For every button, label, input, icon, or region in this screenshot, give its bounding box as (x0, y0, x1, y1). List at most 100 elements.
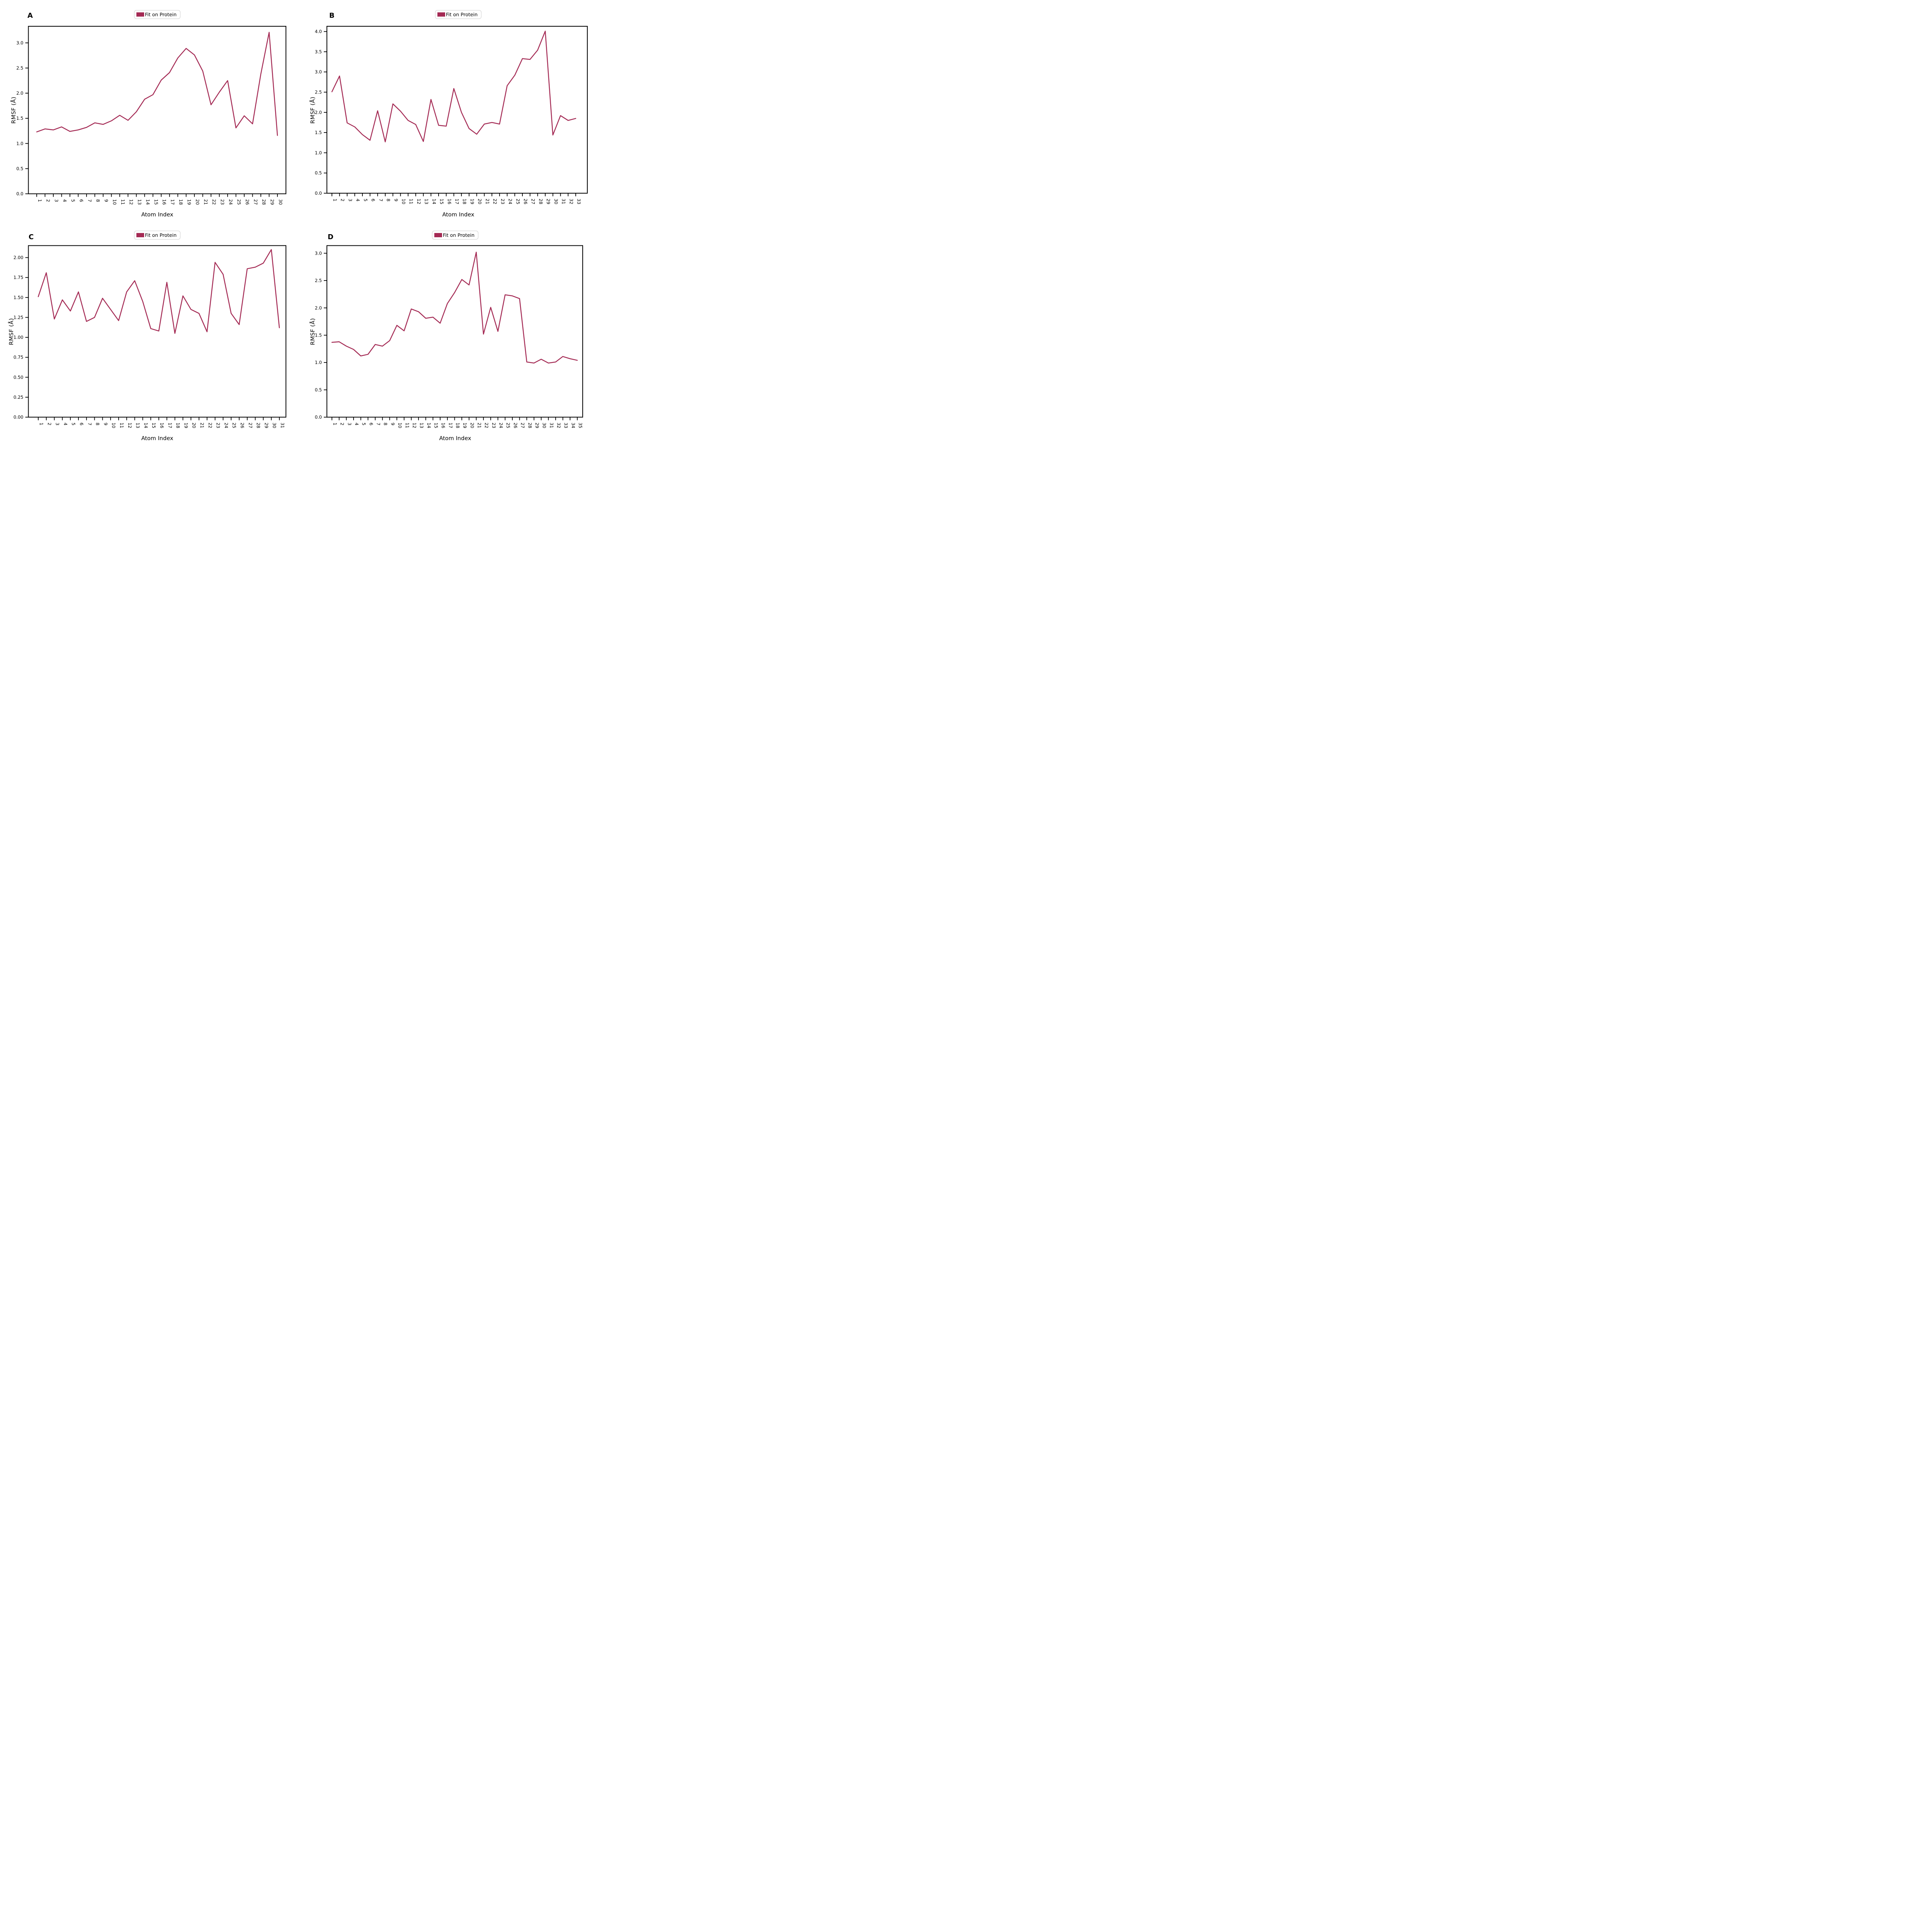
svg-text:12: 12 (416, 199, 422, 204)
svg-text:2.0: 2.0 (315, 110, 322, 115)
svg-text:1.0: 1.0 (16, 141, 23, 146)
svg-text:2: 2 (47, 423, 52, 425)
svg-text:9: 9 (104, 199, 109, 202)
svg-text:2.5: 2.5 (16, 65, 23, 71)
svg-text:3: 3 (54, 199, 59, 202)
svg-text:11: 11 (120, 199, 126, 205)
svg-text:2.5: 2.5 (315, 89, 322, 95)
legend-swatch-icon (136, 233, 144, 237)
svg-text:7: 7 (87, 423, 92, 425)
svg-text:9: 9 (390, 423, 395, 425)
svg-text:22: 22 (207, 423, 213, 429)
svg-text:1.0: 1.0 (315, 150, 322, 155)
line-chart-c: 0.000.250.500.751.001.251.501.752.001 2 3 4… (14, 245, 286, 429)
svg-text:3.5: 3.5 (315, 49, 322, 54)
svg-text:1.0: 1.0 (315, 360, 322, 365)
svg-text:27: 27 (253, 199, 259, 205)
panel-c: 0.00 0.25 0.50 0.75 1.00 1.25 1.50 1.75 2.00 1 2 3 4… (0, 228, 304, 457)
legend-a: Fit on Protein (134, 10, 180, 19)
svg-text:12: 12 (412, 423, 417, 429)
svg-text:17: 17 (167, 423, 173, 429)
svg-text:25: 25 (515, 199, 520, 204)
legend-label-d: Fit on Protein (443, 232, 474, 238)
y-axis-label-a: RMSF (Å) (11, 97, 17, 124)
svg-text:25: 25 (236, 199, 242, 205)
x-axis-label-d: Atom Index (439, 435, 471, 442)
svg-text:0.50: 0.50 (14, 374, 24, 380)
svg-text:16: 16 (162, 199, 167, 205)
svg-text:11: 11 (119, 423, 124, 429)
svg-text:7: 7 (87, 199, 92, 202)
svg-text:11: 11 (405, 423, 410, 429)
svg-text:13: 13 (419, 423, 424, 429)
svg-text:22: 22 (492, 199, 498, 204)
panel-letter-c: C (29, 233, 34, 241)
x-axis-label-c: Atom Index (141, 435, 173, 442)
line-chart-a: 0.00.51.01.52.02.53.01 2 3 4 5 6 7 8 9 10 11 12 13 14… (16, 26, 286, 205)
svg-text:30: 30 (542, 423, 547, 429)
svg-text:21: 21 (477, 423, 482, 429)
legend-b: Fit on Protein (435, 10, 481, 19)
svg-text:17: 17 (170, 199, 175, 205)
svg-text:19: 19 (183, 423, 189, 429)
svg-text:1.5: 1.5 (315, 332, 322, 338)
svg-text:29: 29 (546, 199, 551, 204)
svg-text:13: 13 (137, 199, 142, 205)
svg-text:12: 12 (127, 423, 133, 429)
svg-text:29: 29 (534, 423, 540, 429)
svg-text:20: 20 (469, 423, 475, 429)
svg-text:23: 23 (500, 199, 505, 204)
svg-text:20: 20 (191, 423, 197, 429)
svg-text:5: 5 (71, 423, 76, 425)
svg-text:0.5: 0.5 (16, 166, 23, 171)
svg-text:6: 6 (78, 199, 84, 202)
y-axis-label-d: RMSF (Å) (310, 318, 316, 345)
svg-text:14: 14 (426, 423, 432, 429)
panel-letter-d: D (328, 233, 333, 241)
svg-text:6: 6 (368, 423, 374, 425)
svg-text:31: 31 (280, 423, 285, 429)
svg-text:29: 29 (270, 199, 275, 205)
x-axis-label-a: Atom Index (141, 212, 173, 218)
svg-text:3: 3 (55, 423, 60, 425)
svg-text:15: 15 (153, 199, 159, 205)
x-axis-label-b: Atom Index (442, 212, 474, 218)
svg-text:25: 25 (231, 423, 237, 429)
svg-text:0.0: 0.0 (315, 190, 322, 196)
svg-text:24: 24 (223, 423, 229, 429)
svg-text:1: 1 (332, 199, 338, 201)
svg-text:28: 28 (538, 199, 543, 204)
svg-text:24: 24 (228, 199, 233, 205)
svg-text:8: 8 (95, 199, 100, 202)
svg-text:3: 3 (347, 199, 353, 201)
svg-text:24: 24 (498, 423, 504, 429)
svg-text:10: 10 (401, 199, 406, 204)
svg-text:5: 5 (70, 199, 76, 202)
svg-text:35: 35 (578, 423, 583, 429)
svg-text:21: 21 (203, 199, 209, 205)
panel-letter-a: A (27, 12, 33, 20)
svg-text:26: 26 (240, 423, 245, 429)
svg-text:3.0: 3.0 (16, 40, 23, 46)
svg-text:4: 4 (355, 199, 361, 201)
svg-text:0.5: 0.5 (315, 387, 322, 393)
svg-text:30: 30 (272, 423, 277, 429)
svg-text:0.75: 0.75 (14, 355, 24, 360)
panel-letter-b: B (329, 12, 335, 20)
svg-text:31: 31 (561, 199, 566, 204)
svg-text:13: 13 (135, 423, 141, 429)
svg-text:13: 13 (424, 199, 429, 204)
svg-text:1: 1 (332, 423, 338, 425)
svg-text:20: 20 (195, 199, 200, 205)
svg-text:15: 15 (433, 423, 439, 429)
svg-text:33: 33 (563, 423, 569, 429)
svg-text:25: 25 (505, 423, 511, 429)
svg-text:5: 5 (361, 423, 367, 425)
svg-text:21: 21 (199, 423, 205, 429)
svg-text:29: 29 (264, 423, 269, 429)
svg-text:18: 18 (455, 423, 461, 429)
svg-text:20: 20 (477, 199, 483, 204)
svg-text:1: 1 (39, 423, 44, 425)
panel-d: 0.0 0.5 1.0 1.5 2.0 2.5 3.0 1 2 3 4 5 6 7 8 9 10 11 12 13 14… (304, 228, 609, 457)
svg-text:23: 23 (220, 199, 225, 205)
